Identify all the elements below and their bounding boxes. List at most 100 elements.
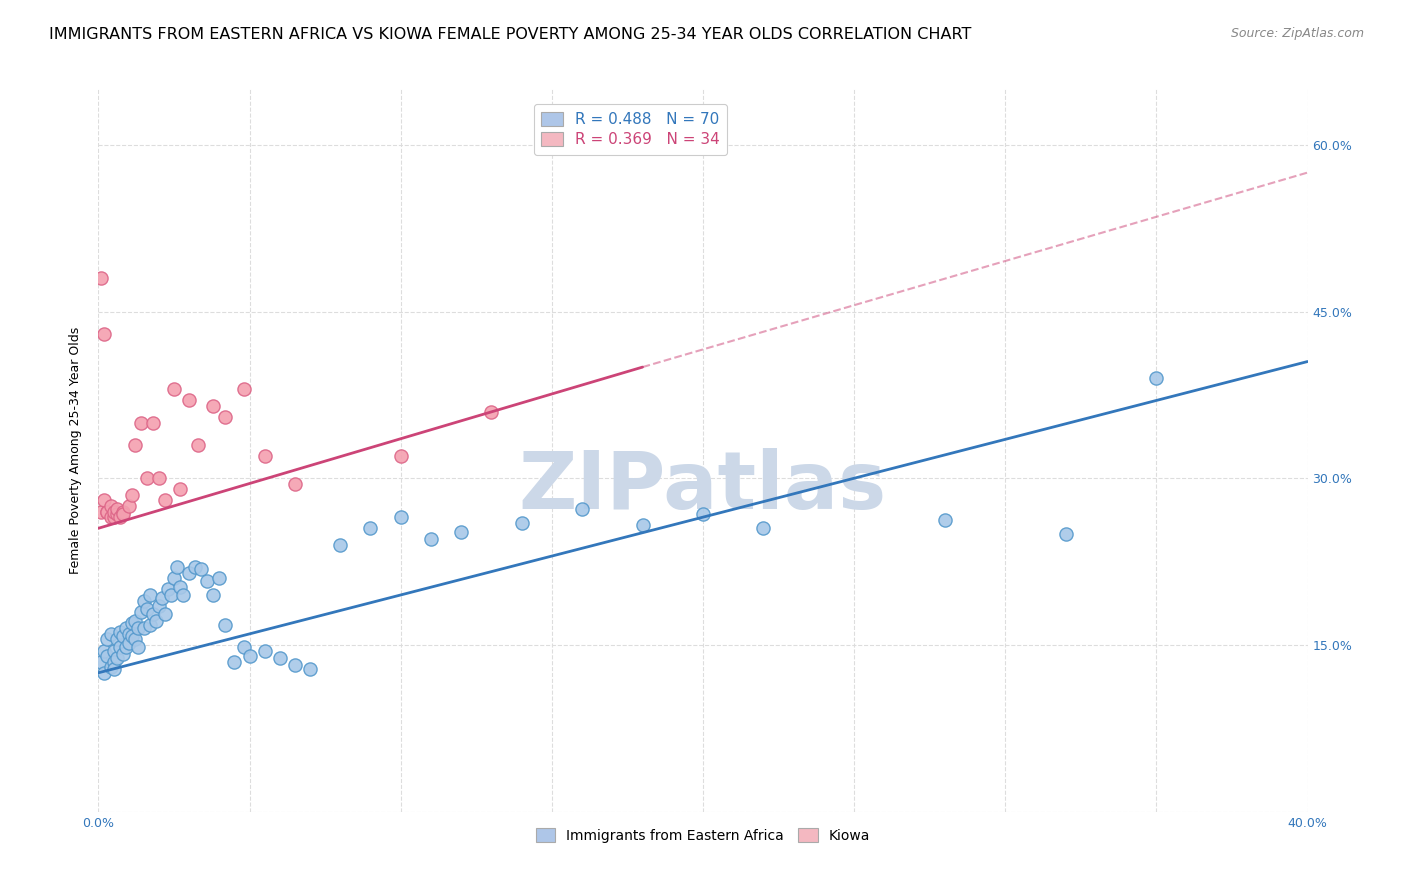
Point bbox=[135, 471, 157, 485]
Point bbox=[121, 615, 143, 630]
Point bbox=[118, 627, 141, 641]
Point bbox=[142, 416, 165, 430]
Point bbox=[142, 607, 165, 621]
Point bbox=[121, 629, 143, 643]
Point bbox=[389, 449, 412, 463]
Point bbox=[224, 655, 246, 669]
Point bbox=[148, 471, 170, 485]
Point bbox=[1054, 526, 1077, 541]
Point bbox=[108, 510, 131, 524]
Point bbox=[90, 271, 112, 285]
Point bbox=[169, 483, 191, 497]
Point bbox=[187, 438, 209, 452]
Point bbox=[103, 643, 125, 657]
Point bbox=[93, 665, 115, 680]
Point bbox=[208, 571, 231, 585]
Point bbox=[129, 416, 152, 430]
Point bbox=[90, 655, 112, 669]
Point bbox=[631, 517, 654, 532]
Point bbox=[253, 643, 276, 657]
Point bbox=[114, 640, 136, 655]
Point bbox=[269, 651, 291, 665]
Point bbox=[124, 438, 146, 452]
Point bbox=[127, 640, 149, 655]
Point bbox=[124, 614, 146, 628]
Y-axis label: Female Poverty Among 25-34 Year Olds: Female Poverty Among 25-34 Year Olds bbox=[69, 326, 83, 574]
Point bbox=[214, 618, 236, 632]
Point bbox=[253, 449, 276, 463]
Point bbox=[752, 521, 775, 535]
Point bbox=[93, 643, 115, 657]
Point bbox=[202, 588, 225, 602]
Point bbox=[284, 658, 307, 673]
Point bbox=[100, 660, 122, 674]
Point bbox=[114, 621, 136, 635]
Text: Source: ZipAtlas.com: Source: ZipAtlas.com bbox=[1230, 27, 1364, 40]
Point bbox=[90, 505, 112, 519]
Point bbox=[179, 566, 201, 580]
Point bbox=[96, 505, 118, 519]
Point bbox=[96, 632, 118, 647]
Point bbox=[150, 591, 173, 606]
Point bbox=[232, 382, 254, 396]
Point bbox=[202, 399, 225, 413]
Point bbox=[163, 571, 186, 585]
Legend: Immigrants from Eastern Africa, Kiowa: Immigrants from Eastern Africa, Kiowa bbox=[530, 822, 876, 848]
Point bbox=[214, 410, 236, 425]
Point bbox=[93, 326, 115, 341]
Text: ZIPatlas: ZIPatlas bbox=[519, 448, 887, 525]
Point bbox=[148, 599, 170, 613]
Point bbox=[284, 476, 307, 491]
Point bbox=[1144, 371, 1167, 385]
Point bbox=[163, 382, 186, 396]
Point bbox=[172, 588, 194, 602]
Point bbox=[111, 505, 134, 519]
Point bbox=[692, 507, 714, 521]
Point bbox=[105, 502, 128, 516]
Point bbox=[389, 510, 412, 524]
Point bbox=[239, 649, 262, 664]
Point bbox=[145, 614, 167, 628]
Point bbox=[329, 538, 352, 552]
Point bbox=[127, 621, 149, 635]
Point bbox=[111, 629, 134, 643]
Point bbox=[450, 524, 472, 539]
Point bbox=[100, 627, 122, 641]
Text: IMMIGRANTS FROM EASTERN AFRICA VS KIOWA FEMALE POVERTY AMONG 25-34 YEAR OLDS COR: IMMIGRANTS FROM EASTERN AFRICA VS KIOWA … bbox=[49, 27, 972, 42]
Point bbox=[108, 640, 131, 655]
Point bbox=[108, 624, 131, 639]
Point bbox=[100, 510, 122, 524]
Point bbox=[103, 505, 125, 519]
Point bbox=[96, 649, 118, 664]
Point bbox=[111, 507, 134, 521]
Point bbox=[96, 505, 118, 519]
Point bbox=[190, 562, 212, 576]
Point bbox=[510, 516, 533, 530]
Point bbox=[571, 502, 593, 516]
Point bbox=[195, 574, 218, 588]
Point bbox=[105, 507, 128, 521]
Point bbox=[103, 510, 125, 524]
Point bbox=[153, 493, 176, 508]
Point bbox=[93, 493, 115, 508]
Point bbox=[299, 662, 322, 676]
Point bbox=[118, 636, 141, 650]
Point bbox=[166, 560, 188, 574]
Point bbox=[124, 632, 146, 647]
Point bbox=[135, 602, 157, 616]
Point bbox=[360, 521, 382, 535]
Point bbox=[169, 580, 191, 594]
Point bbox=[420, 533, 443, 547]
Point bbox=[118, 499, 141, 513]
Point bbox=[139, 588, 162, 602]
Point bbox=[156, 582, 179, 597]
Point bbox=[481, 404, 503, 418]
Point bbox=[184, 560, 207, 574]
Point bbox=[129, 605, 152, 619]
Point bbox=[132, 621, 155, 635]
Point bbox=[105, 651, 128, 665]
Point bbox=[103, 662, 125, 676]
Point bbox=[103, 655, 125, 669]
Point bbox=[139, 618, 162, 632]
Point bbox=[232, 640, 254, 655]
